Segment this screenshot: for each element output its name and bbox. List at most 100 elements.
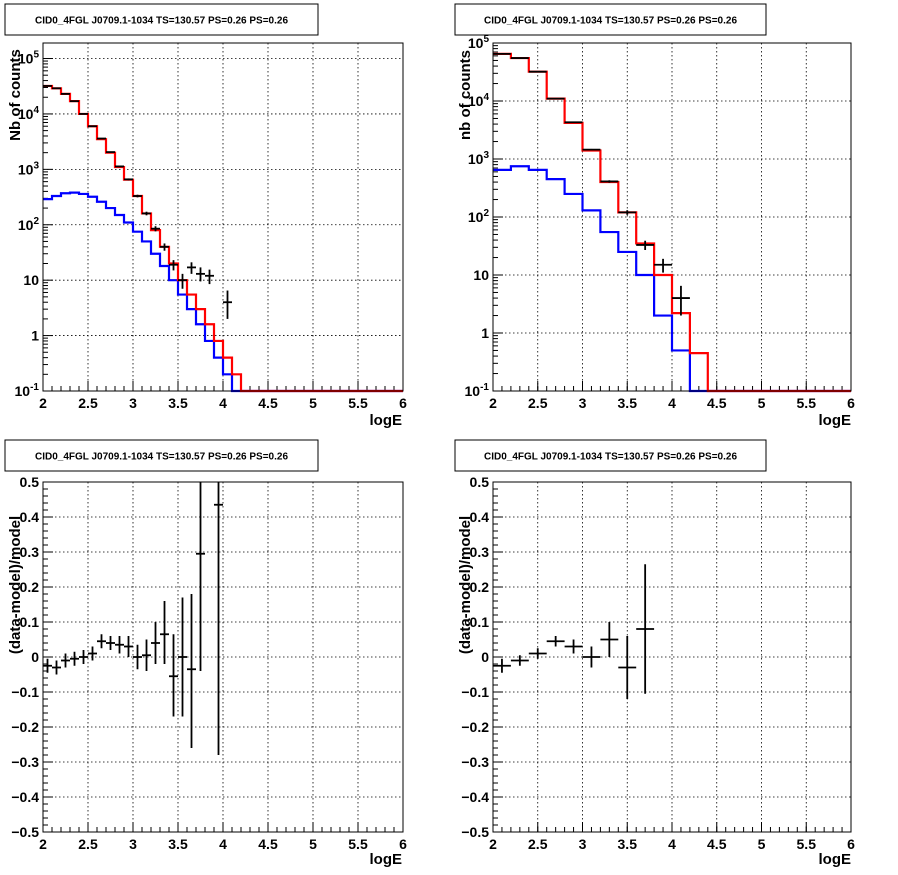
- y-tick-label: 0.1: [20, 614, 40, 630]
- data-point: [70, 651, 79, 666]
- data-point: [187, 262, 196, 274]
- y-tick-label: 103: [468, 150, 490, 167]
- data-point: [169, 634, 178, 717]
- data-point: [43, 658, 52, 673]
- data-point: [115, 165, 124, 168]
- x-tick-label: 6: [847, 836, 855, 852]
- data-point: [133, 194, 142, 198]
- y-tick-label: 10-1: [465, 382, 490, 399]
- plot-frame: [42, 42, 404, 392]
- x-tick-label: 4: [668, 836, 676, 852]
- y-tick-label: 104: [468, 92, 490, 109]
- y-tick-label: −0.5: [11, 824, 39, 840]
- data-point: [142, 211, 151, 216]
- x-tick-label: 2: [39, 395, 47, 411]
- data-point: [187, 594, 196, 748]
- title-box: [4, 3, 319, 36]
- data-point: [214, 482, 223, 755]
- chart-title: CID0_4FGL J0709.1-1034 TS=130.57 PS=0.26…: [35, 16, 288, 27]
- y-tick-label: −0.1: [11, 684, 39, 700]
- y-tick-label: 0.4: [470, 509, 490, 525]
- data-point: [160, 243, 169, 251]
- title-box: [4, 439, 319, 472]
- data-point: [178, 597, 187, 717]
- data-point: [582, 148, 601, 151]
- data-point: [654, 258, 672, 273]
- data-point: [160, 601, 169, 664]
- data-point: [151, 622, 160, 664]
- data-point: [493, 658, 511, 673]
- data-point: [124, 636, 133, 657]
- chart-panel-4: 2 2.5 3 3.5 4 4.5 5 5.5 6 −0.5 −0.4 −0.3 −0.2 −0.1 0 0.…: [454, 439, 855, 868]
- y-tick-label: 0.4: [20, 509, 40, 525]
- data-point: [178, 273, 187, 289]
- y-axis-label: (data-model)/model: [7, 516, 24, 654]
- x-tick-label: 6: [847, 395, 855, 411]
- y-tick-label: −0.5: [461, 824, 489, 840]
- x-tick-label: 5.5: [348, 836, 368, 852]
- data-point: [133, 644, 142, 670]
- y-axis-label: (data-model)/model: [457, 516, 474, 654]
- data-point: [600, 180, 619, 183]
- plot-frame: [492, 481, 852, 833]
- y-tick-label: −0.4: [461, 789, 489, 805]
- x-tick-label: 3.5: [618, 836, 638, 852]
- x-tick-label: 3: [129, 395, 137, 411]
- x-axis-label: logE: [370, 412, 403, 429]
- x-tick-label: 3: [579, 395, 587, 411]
- x-tick-label: 2: [39, 836, 47, 852]
- plot-area: [493, 482, 851, 832]
- x-tick-label: 3: [129, 836, 137, 852]
- data-point: [169, 260, 178, 271]
- data-point: [636, 240, 655, 250]
- x-tick-label: 4.5: [258, 395, 278, 411]
- data-point: [115, 636, 124, 654]
- y-tick-label: −0.3: [461, 754, 489, 770]
- chart-panel-3: 2 2.5 3 3.5 4 4.5 5 5.5 6 −0.5 −0.4 −0.3 −0.2 −0.1 0 0.…: [4, 439, 407, 868]
- y-tick-label: 0.3: [20, 544, 40, 560]
- y-tick-label: 1: [481, 325, 489, 341]
- data-point: [97, 137, 106, 140]
- plot-frame: [492, 42, 852, 392]
- y-tick-label: 0.1: [470, 614, 490, 630]
- y-tick-label: −0.4: [11, 789, 39, 805]
- y-tick-label: −0.1: [461, 684, 489, 700]
- y-axis-label: nb of counts: [457, 50, 474, 140]
- y-tick-label: 10: [23, 272, 39, 288]
- x-axis-label: logE: [370, 851, 403, 868]
- y-tick-label: 0.3: [470, 544, 490, 560]
- data-point: [546, 636, 565, 647]
- y-tick-label: 102: [468, 208, 490, 225]
- y-tick-label: 10: [473, 267, 489, 283]
- y-tick-label: 103: [18, 160, 40, 177]
- data-point: [88, 646, 97, 661]
- data-point: [618, 636, 637, 699]
- x-tick-label: 5: [758, 836, 766, 852]
- x-tick-label: 5.5: [348, 395, 368, 411]
- data-point: [546, 97, 565, 100]
- x-tick-label: 5: [309, 395, 317, 411]
- plot-frame: [42, 481, 404, 833]
- plot-area: [43, 43, 403, 391]
- data-point: [223, 290, 232, 319]
- ticks: [42, 58, 404, 392]
- y-tick-label: −0.2: [11, 719, 39, 735]
- y-tick-label: 0.2: [470, 579, 490, 595]
- data-point: [142, 639, 151, 671]
- data-point: [564, 639, 583, 654]
- y-tick-label: 1: [31, 328, 39, 344]
- data-point: [564, 121, 583, 124]
- y-tick-label: 0.5: [470, 474, 490, 490]
- x-tick-label: 5.5: [797, 836, 817, 852]
- x-tick-label: 6: [399, 836, 407, 852]
- x-axis-label: logE: [819, 851, 852, 868]
- y-tick-label: −0.2: [461, 719, 489, 735]
- data-point: [106, 636, 115, 650]
- x-tick-label: 5.5: [797, 395, 817, 411]
- data-point: [124, 178, 133, 181]
- x-tick-label: 4: [219, 395, 227, 411]
- chart-title: CID0_4FGL J0709.1-1034 TS=130.57 PS=0.26…: [484, 452, 737, 463]
- y-tick-label: 105: [18, 50, 40, 67]
- y-tick-label: 0.2: [20, 579, 40, 595]
